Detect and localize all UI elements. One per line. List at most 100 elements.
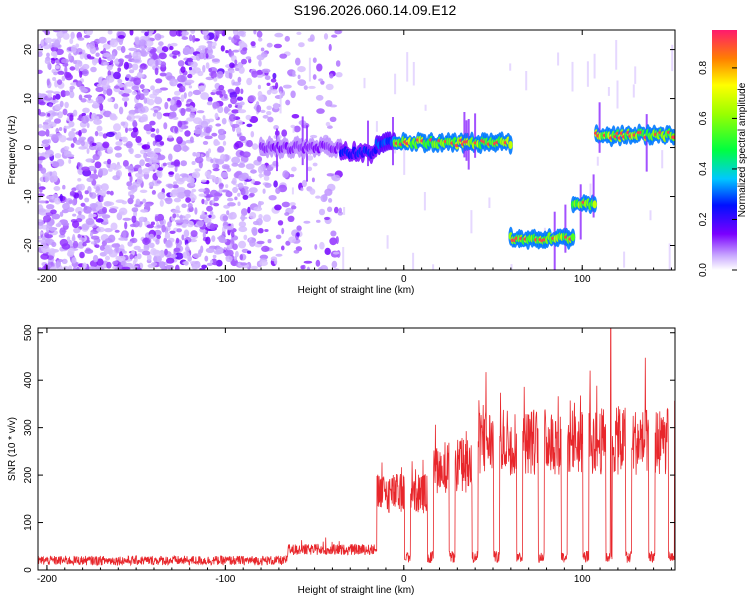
noise-speck [71,199,77,206]
noise-speck [232,30,239,36]
spectrogram-x-tick-label: 100 [574,274,591,285]
noise-speck [87,266,97,270]
noise-speck [41,236,46,241]
noise-speck [124,101,128,108]
noise-speck [107,98,113,103]
noise-speck [89,41,95,49]
noise-speck [245,56,252,60]
noise-speck [314,244,318,250]
noise-speck [115,152,122,158]
noise-speck [152,53,158,60]
noise-speck [144,31,149,37]
noise-speck [68,53,72,61]
noise-speck [137,142,143,146]
noise-speck [173,181,177,185]
noise-speck [53,91,61,95]
noise-speck [40,167,47,174]
noise-speck [129,253,134,260]
noise-speck [51,241,57,247]
noise-speck [191,188,197,193]
noise-speck [120,136,126,140]
noise-speck [96,226,105,233]
noise-speck [174,173,181,182]
noise-speck [227,197,234,202]
noise-smear [510,264,513,270]
noise-speck [40,39,44,47]
noise-speck [214,30,224,35]
noise-speck [53,186,61,191]
noise-speck [211,235,216,243]
colorbar-label: Normalized spectral amplitude [737,82,748,217]
noise-speck [266,82,271,87]
noise-speck [237,30,245,37]
noise-speck [262,114,269,119]
noise-speck [50,57,59,61]
noise-speck [334,206,339,214]
noise-speck [237,103,243,111]
noise-speck [211,41,217,47]
noise-speck [164,235,171,239]
noise-speck [296,225,302,232]
noise-speck [132,119,138,128]
noise-speck [121,96,130,102]
noise-speck [42,124,49,130]
noise-speck [159,87,169,91]
noise-speck [293,250,300,254]
noise-speck [39,231,43,235]
noise-smear [661,150,664,169]
noise-speck [69,87,74,93]
noise-speck [156,180,162,184]
noise-speck [57,111,63,119]
noise-smear [615,40,618,70]
noise-speck [86,148,90,154]
noise-speck [127,241,133,247]
spectrogram-y-tick-label: -20 [23,238,34,253]
noise-speck [150,85,155,91]
noise-speck [142,237,151,245]
noise-speck [250,265,258,270]
noise-speck [191,263,199,270]
noise-speck [245,114,252,120]
noise-speck [96,125,103,132]
noise-speck [242,151,251,158]
noise-speck [212,262,219,266]
noise-speck [143,244,150,252]
noise-speck [189,34,193,42]
noise-speck [196,220,205,226]
noise-speck [169,103,178,112]
noise-speck [143,152,148,159]
noise-speck [212,163,217,169]
snr-y-label: SNR (10 * v/v) [7,417,18,481]
noise-speck [246,77,253,86]
noise-speck [167,164,175,168]
noise-speck [270,78,277,83]
noise-speck [191,161,196,165]
noise-speck [156,111,163,120]
track-spike [598,102,601,153]
spectrogram-y-tick-label: 20 [23,44,34,56]
noise-speck [213,196,219,202]
noise-speck [258,214,263,220]
noise-speck [226,210,230,216]
noise-speck [320,80,325,85]
noise-speck [78,194,84,200]
snr-y-tick-label: 100 [23,514,34,531]
noise-speck [207,48,214,56]
noise-speck [182,177,190,181]
noise-speck [142,168,150,175]
noise-smear [616,80,619,109]
noise-speck [155,59,159,67]
noise-speck [68,130,75,138]
noise-speck [39,188,43,193]
noise-speck [165,264,174,270]
noise-speck [220,45,225,52]
snr-y-tick-label: 400 [23,371,34,388]
noise-speck [234,196,238,201]
noise-speck [54,153,62,159]
noise-speck [221,117,227,125]
noise-speck [167,135,173,139]
noise-speck [239,135,246,142]
noise-speck [315,94,324,101]
noise-smear [343,207,346,215]
